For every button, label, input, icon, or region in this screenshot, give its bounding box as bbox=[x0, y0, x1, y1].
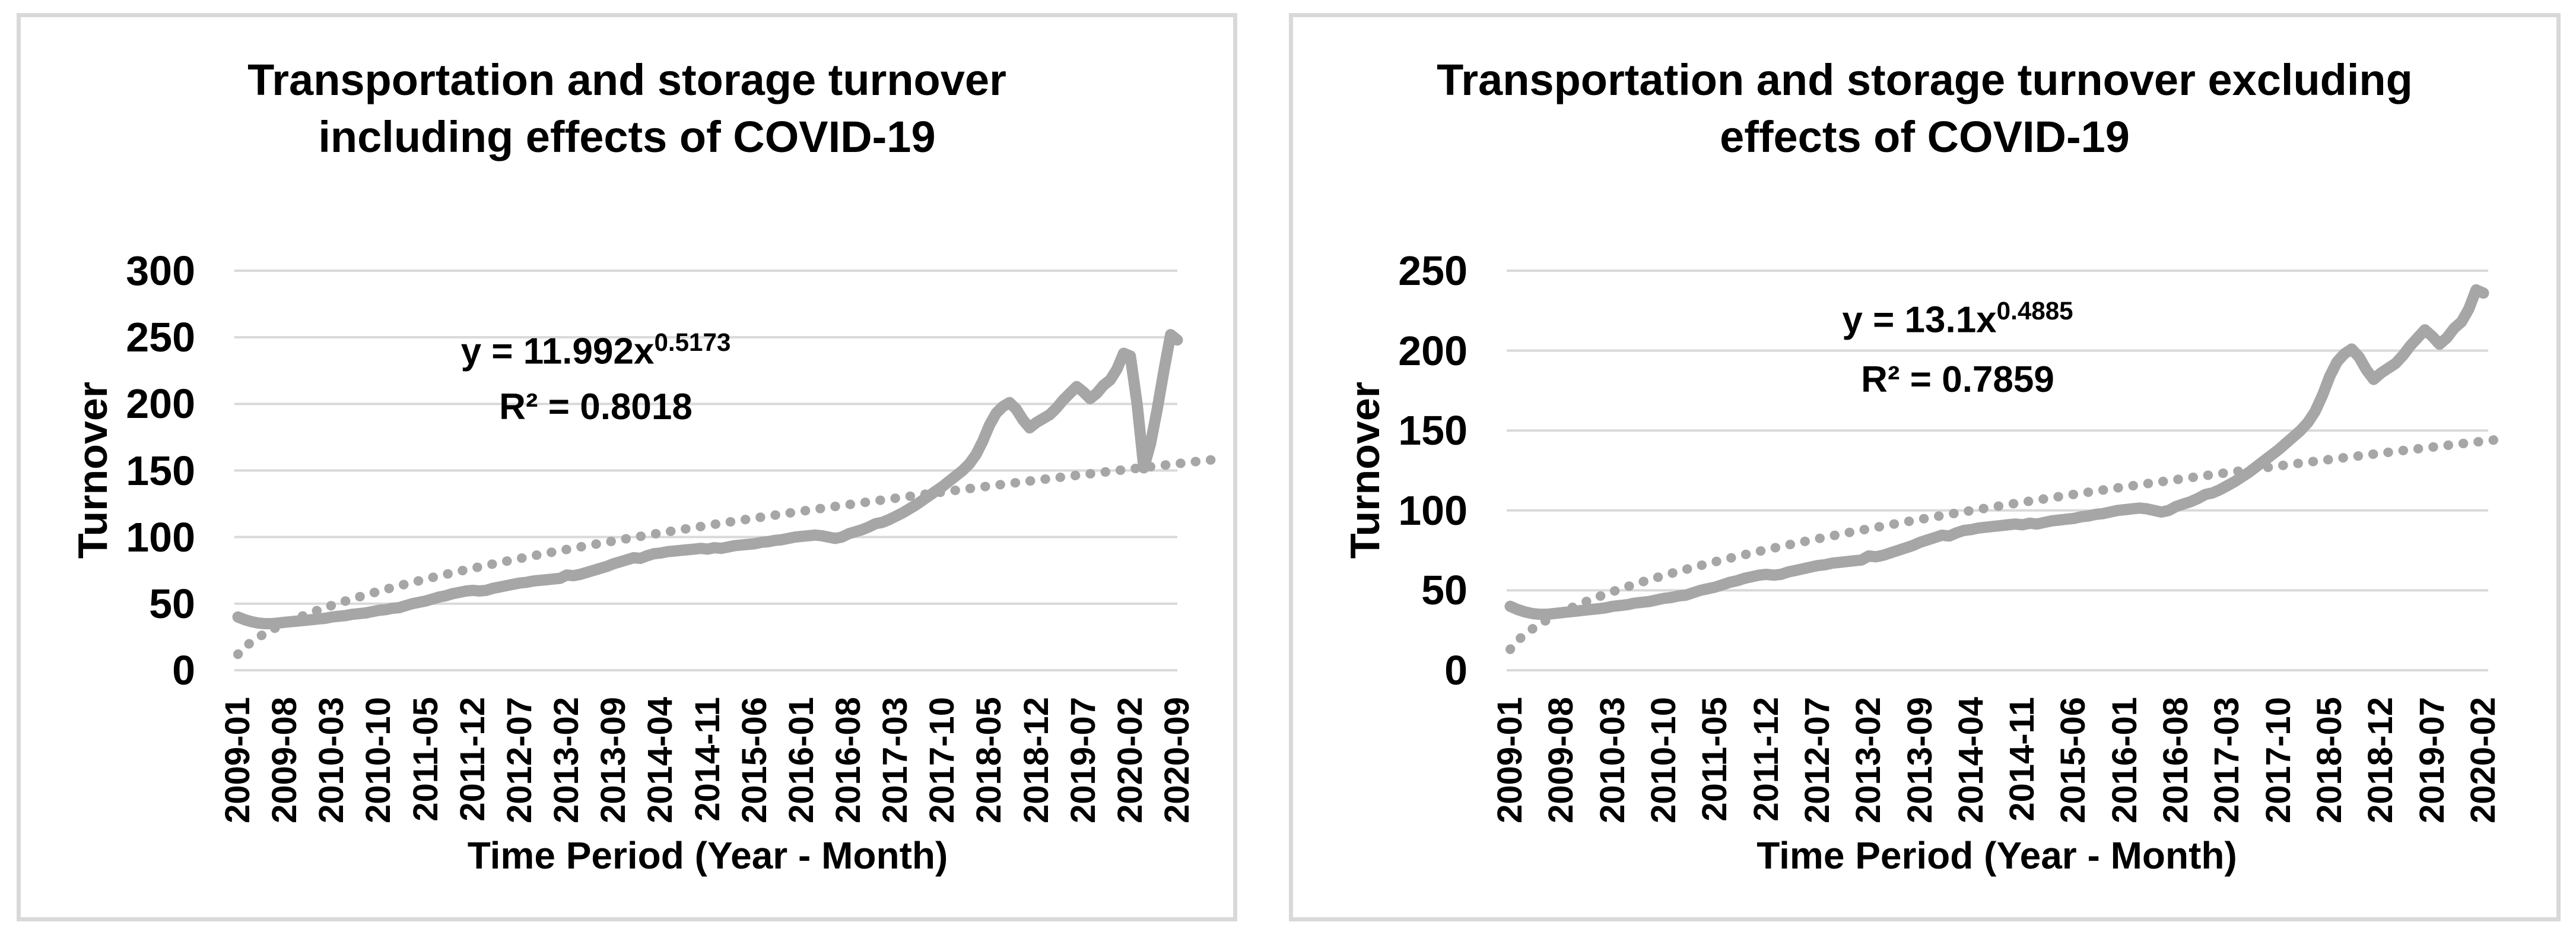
chart-title-line2: effects of COVID-19 bbox=[1720, 112, 2130, 161]
x-tick-label: 2014-04 bbox=[1951, 697, 1990, 823]
y-tick-label: 200 bbox=[126, 381, 195, 427]
x-axis-title: Time Period (Year - Month) bbox=[1756, 834, 2237, 877]
x-tick-label: 2014-11 bbox=[688, 697, 727, 822]
r-squared-label: R² = 0.7859 bbox=[1861, 359, 2054, 400]
power-trendline bbox=[1505, 435, 2501, 654]
y-tick-label: 250 bbox=[1398, 248, 1468, 294]
y-tick-label: 0 bbox=[172, 647, 195, 693]
x-tick-label: 2012-07 bbox=[1797, 697, 1837, 823]
x-tick-label: 2018-05 bbox=[970, 697, 1009, 823]
x-tick-label: 2010-03 bbox=[312, 697, 351, 823]
x-tick-label: 2016-01 bbox=[2105, 697, 2144, 823]
r-squared-label: R² = 0.8018 bbox=[499, 386, 693, 427]
y-tick-label: 0 bbox=[1444, 647, 1468, 693]
x-tick-label: 2019-07 bbox=[2412, 697, 2451, 823]
y-tick-label: 300 bbox=[126, 248, 195, 294]
x-tick-label: 2013-09 bbox=[1900, 697, 1939, 823]
x-tick-label: 2010-10 bbox=[359, 697, 398, 823]
equation-base: y = 11.992x bbox=[460, 331, 655, 372]
x-tick-label: 2013-02 bbox=[1849, 697, 1888, 823]
y-tick-label: 150 bbox=[126, 447, 195, 494]
equation-exponent: 0.5173 bbox=[654, 328, 731, 356]
y-tick-label: 100 bbox=[126, 514, 195, 560]
x-tick-label: 2020-02 bbox=[1110, 697, 1149, 823]
y-tick-label: 250 bbox=[126, 314, 195, 361]
x-tick-label: 2017-03 bbox=[2207, 697, 2247, 823]
equation-line: y = 11.992x0.5173 bbox=[461, 315, 731, 379]
x-tick-label: 2009-08 bbox=[265, 697, 304, 823]
x-tick-label: 2010-03 bbox=[1593, 697, 1632, 823]
x-tick-label: 2011-12 bbox=[453, 697, 492, 822]
y-tick-label: 150 bbox=[1398, 407, 1468, 454]
y-tick-label: 50 bbox=[149, 580, 195, 627]
x-tick-label: 2011-12 bbox=[1746, 697, 1786, 822]
y-tick-label: 200 bbox=[1398, 327, 1468, 374]
x-tick-label: 2018-12 bbox=[1017, 697, 1056, 823]
chart-title-line1: Transportation and storage turnover excl… bbox=[1437, 55, 2413, 104]
x-tick-label: 2020-09 bbox=[1158, 697, 1196, 823]
x-tick-label: 2014-04 bbox=[641, 697, 680, 823]
x-tick-label: 2015-06 bbox=[2054, 697, 2093, 823]
turnover-series-line bbox=[1504, 284, 2489, 620]
power-trendline bbox=[233, 454, 1224, 660]
x-tick-label: 2016-01 bbox=[782, 697, 821, 823]
x-tick-label: 2011-05 bbox=[406, 697, 445, 822]
x-tick-label: 2011-05 bbox=[1695, 697, 1735, 822]
trendline-equation: y = 13.1x0.4885 R² = 0.7859 bbox=[1842, 281, 2073, 410]
x-tick-label: 2013-02 bbox=[547, 697, 586, 823]
x-tick-label: 2010-10 bbox=[1644, 697, 1683, 823]
equation-line: y = 13.1x0.4885 bbox=[1842, 281, 2073, 350]
x-tick-label: 2009-01 bbox=[1491, 697, 1529, 823]
x-tick-label: 2012-07 bbox=[500, 697, 539, 823]
chart-title: Transportation and storage turnover excl… bbox=[1293, 52, 2556, 166]
chart-title-line2: including effects of COVID-19 bbox=[318, 112, 936, 161]
chart-panel-excluding-covid: Transportation and storage turnover excl… bbox=[1289, 13, 2561, 921]
x-tick-label: 2018-05 bbox=[2310, 697, 2349, 823]
x-tick-label: 2009-08 bbox=[1542, 697, 1581, 823]
x-tick-label: 2015-06 bbox=[735, 697, 774, 823]
chart-canvas bbox=[232, 270, 1224, 671]
x-tick-label: 2017-03 bbox=[876, 697, 915, 823]
x-tick-label: 2019-07 bbox=[1063, 697, 1103, 823]
chart-canvas bbox=[1504, 270, 2501, 671]
x-tick-label: 2018-12 bbox=[2361, 697, 2400, 823]
x-tick-label: 2017-10 bbox=[923, 697, 962, 823]
x-tick-label: 2016-08 bbox=[2156, 697, 2196, 823]
y-tick-label: 50 bbox=[1421, 567, 1468, 614]
x-tick-label: 2020-02 bbox=[2464, 697, 2502, 823]
chart-title-line1: Transportation and storage turnover bbox=[247, 55, 1006, 104]
equation-exponent: 0.4885 bbox=[1996, 297, 2073, 325]
x-tick-label: 2009-01 bbox=[218, 697, 257, 823]
trendline-equation: y = 11.992x0.5173 R² = 0.8018 bbox=[461, 315, 731, 435]
equation-base: y = 13.1x bbox=[1842, 299, 1997, 341]
x-tick-label: 2017-10 bbox=[2259, 697, 2298, 823]
chart-title: Transportation and storage turnover incl… bbox=[21, 52, 1233, 166]
y-tick-label: 100 bbox=[1398, 487, 1468, 534]
chart-panel-including-covid: Transportation and storage turnover incl… bbox=[17, 13, 1237, 921]
x-tick-label: 2014-11 bbox=[2003, 697, 2042, 822]
x-axis-title: Time Period (Year - Month) bbox=[467, 834, 948, 877]
turnover-series-line bbox=[232, 329, 1183, 629]
x-tick-label: 2016-08 bbox=[828, 697, 868, 823]
x-tick-label: 2013-09 bbox=[594, 697, 633, 823]
